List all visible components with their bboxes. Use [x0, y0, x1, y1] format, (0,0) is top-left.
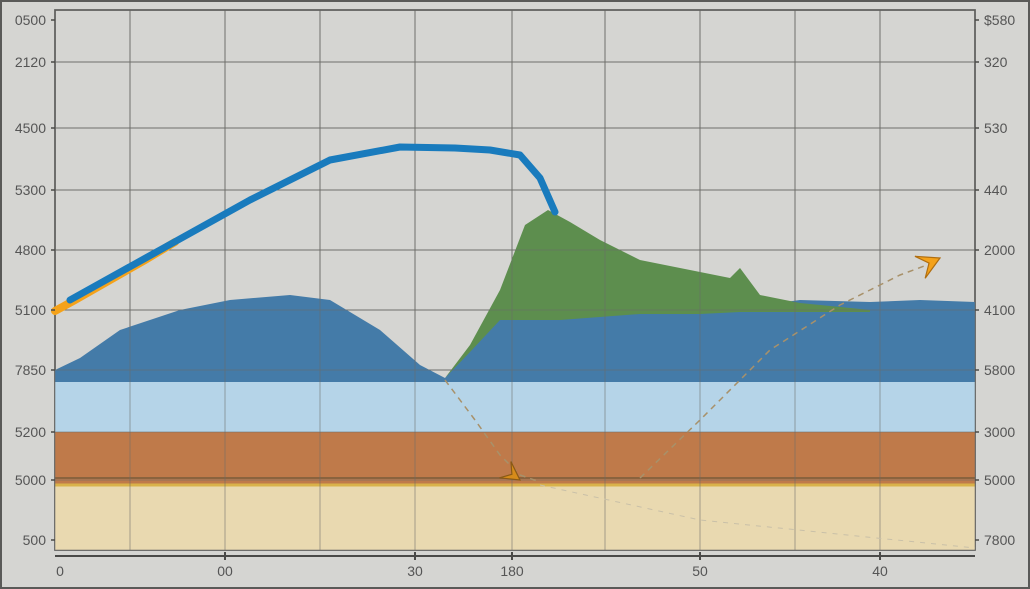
chart-svg — [0, 0, 1030, 589]
y-right-tick: 3000 — [980, 424, 1030, 440]
y-right-tick: 2000 — [980, 242, 1030, 258]
y-left-tick: 4800 — [0, 242, 50, 258]
x-tick: 00 — [217, 563, 233, 579]
y-left-tick: 5200 — [0, 424, 50, 440]
y-left-tick: 5300 — [0, 182, 50, 198]
y-left-tick: 5000 — [0, 472, 50, 488]
y-left-tick: 2120 — [0, 54, 50, 70]
x-tick: 40 — [872, 563, 888, 579]
y-left-tick: 7850 — [0, 362, 50, 378]
y-left-tick: 5100 — [0, 302, 50, 318]
y-right-tick: 4100 — [980, 302, 1030, 318]
x-tick: 50 — [692, 563, 708, 579]
y-right-tick: 320 — [980, 54, 1030, 70]
y-right-tick: 5000 — [980, 472, 1030, 488]
x-tick: 30 — [407, 563, 423, 579]
stacked-bands — [55, 382, 975, 550]
y-right-tick: 440 — [980, 182, 1030, 198]
y-right-tick: 530 — [980, 120, 1030, 136]
y-right-tick: $580 — [980, 12, 1030, 28]
y-left-tick: 4500 — [0, 120, 50, 136]
y-right-tick: 5800 — [980, 362, 1030, 378]
y-right-tick: 7800 — [980, 532, 1030, 548]
x-tick: 180 — [500, 563, 523, 579]
y-left-tick: 500 — [0, 532, 50, 548]
y-left-tick: 0500 — [0, 12, 50, 28]
x-origin: 0 — [56, 563, 64, 579]
